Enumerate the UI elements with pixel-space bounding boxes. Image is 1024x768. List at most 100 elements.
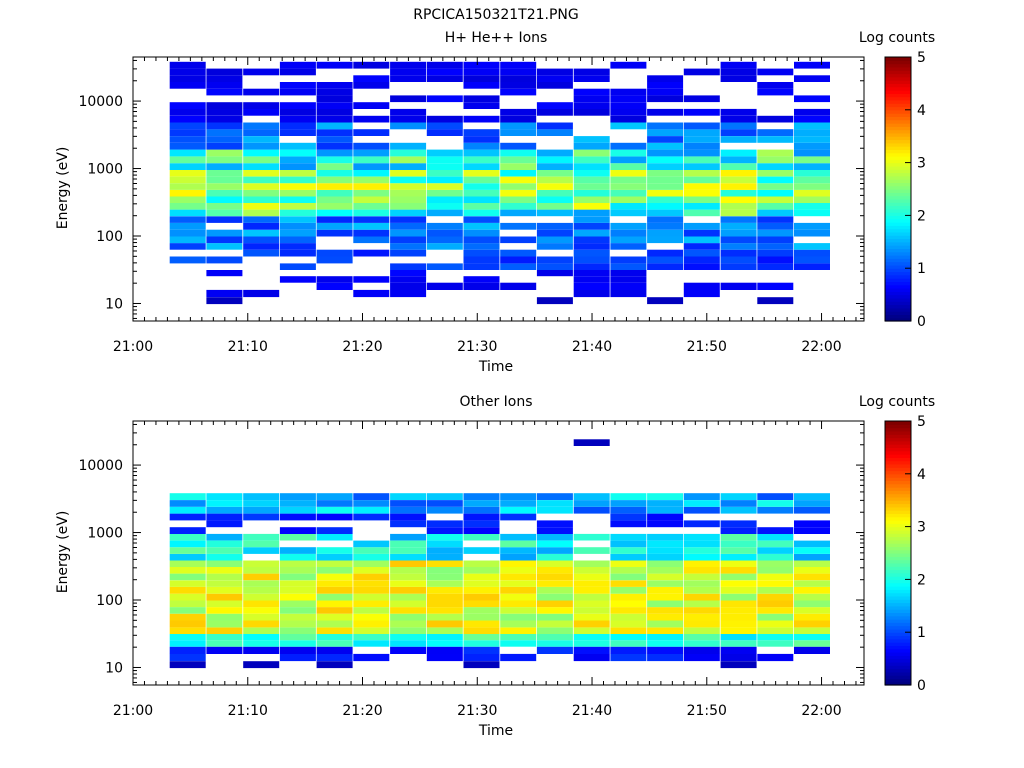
heatmap-cell — [390, 95, 427, 103]
heatmap-cell — [536, 108, 573, 116]
heatmap-cell — [610, 634, 647, 641]
heatmap-cell — [353, 102, 390, 109]
heatmap-cell — [757, 169, 794, 177]
colorbar-step — [885, 526, 911, 531]
heatmap-cell — [794, 183, 830, 190]
heatmap-cell — [500, 613, 537, 621]
heatmap-cell — [573, 593, 610, 601]
heatmap-cell — [610, 500, 647, 507]
heatmap-cell — [243, 560, 280, 567]
colorbar-step — [885, 189, 911, 193]
colorbar-step — [885, 278, 911, 282]
heatmap-cell — [683, 163, 720, 170]
colorbar-step — [885, 99, 911, 104]
heatmap-cell — [757, 163, 794, 170]
heatmap-cell — [169, 75, 206, 82]
heatmap-cell — [647, 640, 684, 647]
heatmap-cell — [206, 169, 243, 177]
x-tick-label: 21:20 — [342, 703, 382, 719]
heatmap-cell — [573, 163, 610, 170]
heatmap-cell — [279, 229, 316, 237]
heatmap-cell — [794, 229, 830, 237]
heatmap-cell — [169, 108, 206, 116]
heatmap-cell — [206, 136, 243, 143]
heatmap-cell — [316, 249, 353, 257]
colorbar-step — [885, 258, 911, 263]
heatmap-cell — [536, 547, 573, 554]
heatmap-cell — [757, 249, 794, 257]
heatmap-cell — [683, 533, 720, 541]
heatmap-cell — [647, 586, 684, 594]
heatmap-cell — [353, 567, 390, 574]
heatmap-cell — [536, 527, 573, 534]
heatmap-cell — [536, 586, 573, 594]
heatmap-cell — [500, 627, 537, 634]
heatmap-cell — [536, 593, 573, 601]
heatmap-cell — [463, 102, 500, 109]
heatmap-cell — [794, 156, 830, 164]
heatmap-cell — [279, 580, 316, 587]
heatmap-cell — [683, 136, 720, 143]
heatmap-cell — [536, 122, 573, 130]
heatmap-cell — [243, 586, 280, 594]
heatmap-cell — [536, 270, 573, 277]
heatmap-cell — [720, 593, 757, 601]
heatmap-cell — [316, 82, 353, 89]
heatmap-cell — [720, 149, 757, 157]
heatmap-cell — [390, 600, 427, 608]
heatmap-cell — [169, 209, 206, 217]
heatmap-cell — [353, 653, 390, 662]
heatmap-cell — [316, 661, 353, 669]
heatmap-cell — [353, 493, 390, 500]
heatmap-cell — [169, 216, 206, 223]
heatmap-cell — [794, 634, 830, 641]
heatmap-cell — [573, 216, 610, 223]
heatmap-cell — [647, 540, 684, 548]
heatmap-cell — [720, 646, 757, 654]
y-tick-label: 10 — [105, 660, 123, 676]
heatmap-cell — [794, 547, 830, 554]
heatmap-cell — [500, 142, 537, 150]
heatmap-cell — [610, 547, 647, 554]
heatmap-cell — [390, 547, 427, 554]
heatmap-cell — [757, 243, 794, 250]
heatmap-cell — [463, 527, 500, 534]
heatmap-cell — [720, 567, 757, 574]
heatmap-cell — [573, 533, 610, 541]
colorbar-step — [885, 658, 911, 663]
heatmap-cell — [683, 600, 720, 608]
heatmap-cell — [426, 189, 463, 197]
heatmap-cell — [243, 646, 280, 654]
heatmap-cell — [206, 627, 243, 634]
heatmap-cell — [720, 282, 757, 290]
heatmap-cell — [279, 646, 316, 654]
heatmap-cell — [573, 149, 610, 157]
heatmap-cell — [500, 203, 537, 210]
heatmap-cell — [390, 189, 427, 197]
colorbar-step — [885, 562, 911, 567]
y-tick-label: 100 — [96, 593, 123, 609]
heatmap-cell — [390, 203, 427, 210]
colorbar-step — [885, 70, 911, 75]
heatmap-cell — [316, 115, 353, 123]
heatmap-cell — [610, 256, 647, 264]
heatmap-cell — [573, 439, 610, 446]
colorbar-step — [885, 301, 911, 306]
y-tick-label: 1000 — [87, 162, 123, 178]
heatmap-cell — [647, 129, 684, 136]
heatmap-cell — [794, 493, 830, 500]
heatmap-cell — [573, 506, 610, 514]
heatmap-cell — [683, 243, 720, 250]
heatmap-cell — [390, 282, 427, 290]
colorbar-step — [885, 668, 911, 673]
heatmap-cell — [243, 156, 280, 164]
colorbar-tick-label: 4 — [917, 467, 926, 483]
heatmap-cell — [206, 547, 243, 554]
heatmap-cell — [500, 196, 537, 203]
heatmap-cell — [279, 189, 316, 197]
heatmap-cell — [316, 183, 353, 190]
heatmap-cell — [647, 573, 684, 581]
heatmap-cell — [169, 142, 206, 150]
heatmap-cell — [720, 236, 757, 244]
heatmap-cell — [610, 653, 647, 662]
